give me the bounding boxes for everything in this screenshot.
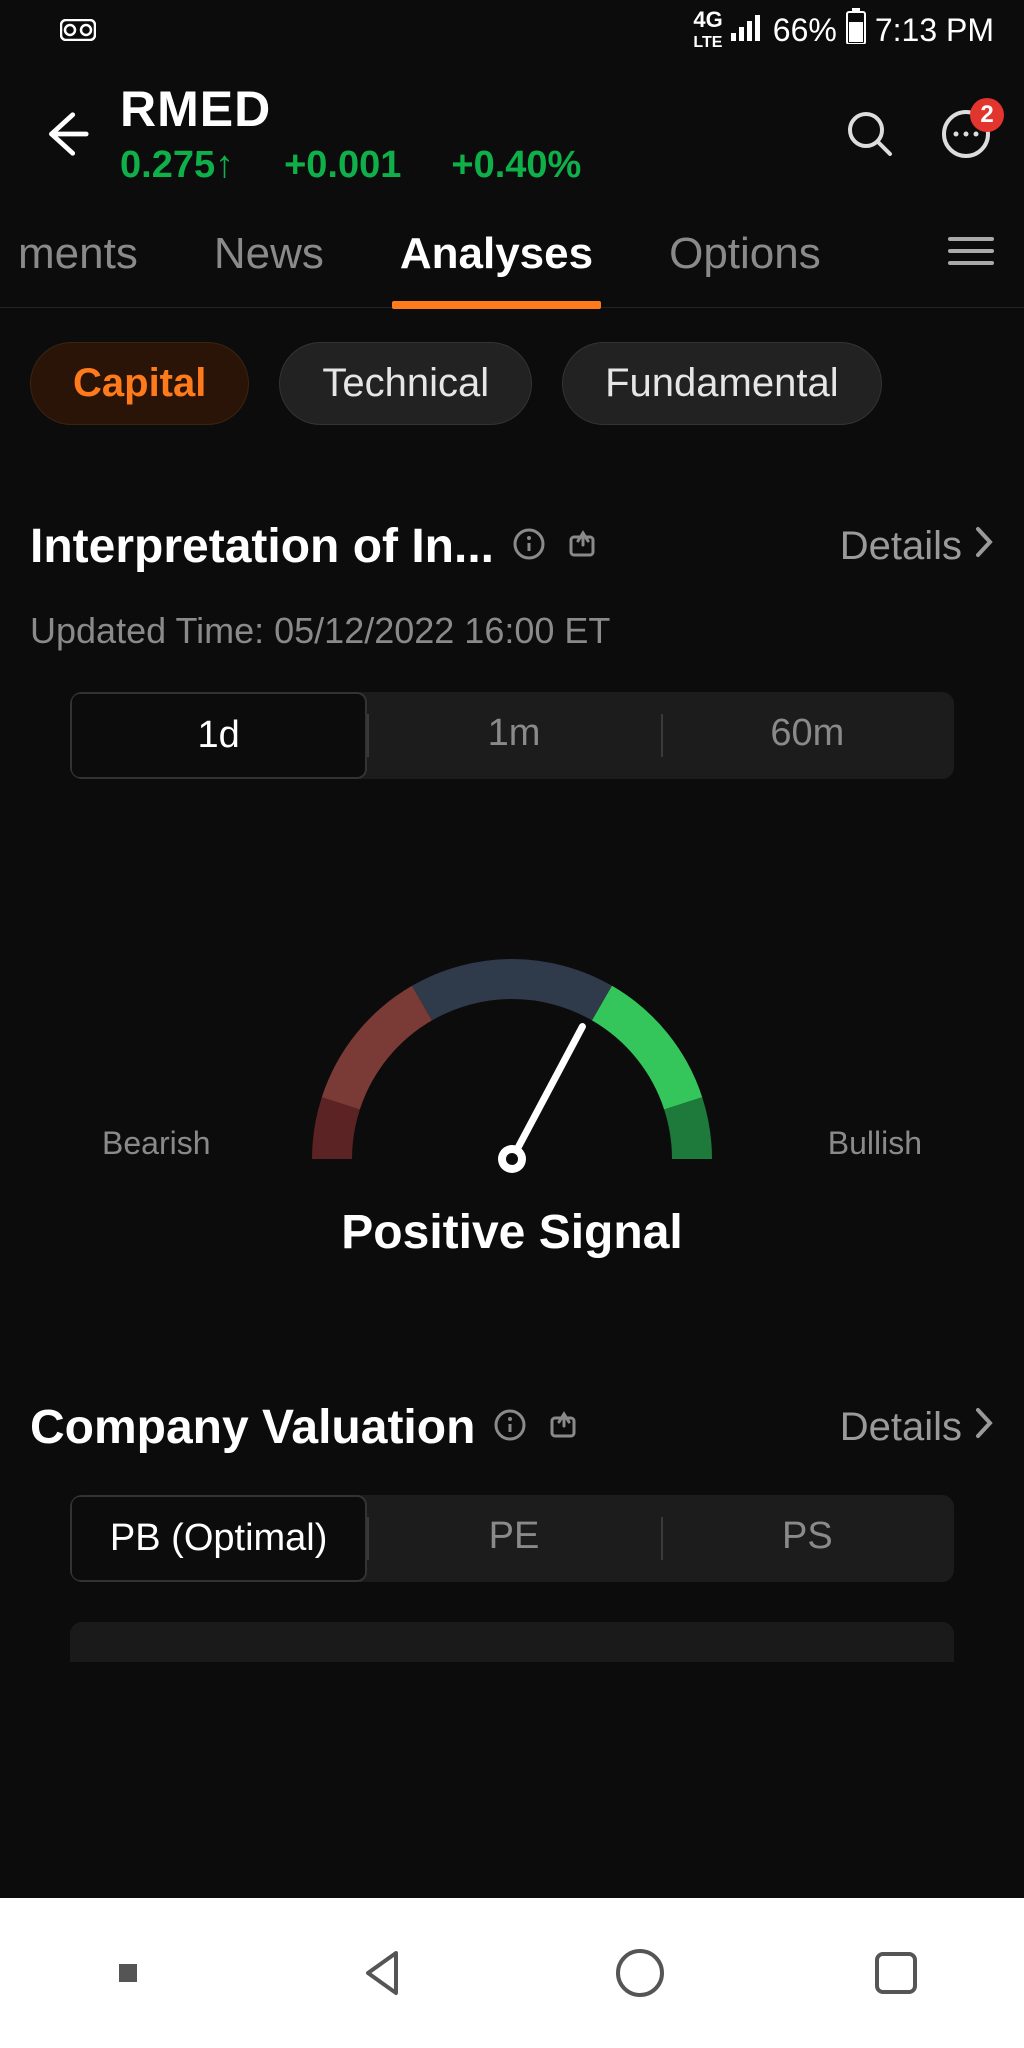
updated-time: Updated Time: 05/12/2022 16:00 ET — [30, 610, 994, 652]
interpretation-head-icons — [512, 527, 600, 566]
seg-ps[interactable]: PS — [661, 1495, 954, 1582]
nav-recent-button[interactable] — [862, 1939, 930, 2007]
notif-badge: 2 — [970, 98, 1004, 132]
ticker-symbol: RMED — [120, 80, 812, 138]
price-value: 0.275↑ — [120, 144, 234, 187]
battery-pct: 66% — [773, 12, 837, 49]
nav-recent-small[interactable] — [94, 1939, 162, 2007]
valuation-segments: PB (Optimal) PE PS — [70, 1495, 954, 1582]
seg-pe[interactable]: PE — [367, 1495, 660, 1582]
main-tabs: ments News Analyses Options — [0, 207, 1024, 308]
more-button[interactable]: 2 — [938, 106, 994, 162]
info-icon[interactable] — [493, 1408, 527, 1447]
valuation-head-icons — [493, 1408, 581, 1447]
interpretation-title: Interpretation of In... — [30, 519, 494, 574]
search-button[interactable] — [842, 106, 898, 162]
back-button[interactable] — [40, 109, 90, 159]
price-change-pct: +0.40% — [451, 144, 581, 187]
nav-home-button[interactable] — [606, 1939, 674, 2007]
android-nav-bar — [0, 1898, 1024, 2048]
signal-icon — [731, 12, 765, 49]
info-icon[interactable] — [512, 527, 546, 566]
timeframe-segments: 1d 1m 60m — [70, 692, 954, 779]
seg-60m[interactable]: 60m — [661, 692, 954, 779]
chevron-right-icon — [974, 524, 994, 569]
status-right: 4GLTE 66% 7:13 PM — [693, 8, 994, 52]
interpretation-details-link[interactable]: Details — [840, 524, 994, 569]
voicemail-icon — [60, 12, 96, 49]
status-bar: 4GLTE 66% 7:13 PM — [0, 0, 1024, 60]
pill-fundamental[interactable]: Fundamental — [562, 342, 881, 425]
battery-icon — [845, 8, 867, 52]
gauge-bearish-label: Bearish — [102, 1125, 211, 1162]
share-icon[interactable] — [547, 1408, 581, 1447]
gauge-bullish-label: Bullish — [828, 1125, 922, 1162]
analysis-pills: Capital Technical Fundamental — [0, 308, 1024, 459]
chevron-right-icon — [974, 1405, 994, 1450]
price-row: 0.275↑ +0.001 +0.40% — [120, 144, 812, 187]
valuation-details-link[interactable]: Details — [840, 1405, 994, 1450]
valuation-title: Company Valuation — [30, 1400, 475, 1455]
header: RMED 0.275↑ +0.001 +0.40% 2 — [0, 60, 1024, 207]
gauge-chart — [252, 899, 772, 1179]
details-label: Details — [840, 524, 962, 569]
seg-1d[interactable]: 1d — [70, 692, 367, 779]
tab-comments[interactable]: ments — [10, 219, 146, 307]
details-label: Details — [840, 1405, 962, 1450]
tab-analyses[interactable]: Analyses — [392, 219, 601, 307]
status-time: 7:13 PM — [875, 12, 994, 49]
share-icon[interactable] — [566, 527, 600, 566]
seg-pb[interactable]: PB (Optimal) — [70, 1495, 367, 1582]
ticker-block: RMED 0.275↑ +0.001 +0.40% — [120, 80, 812, 187]
valuation-head: Company Valuation Details — [30, 1400, 994, 1455]
network-icon: 4GLTE — [693, 10, 722, 50]
tabs-menu-button[interactable] — [948, 235, 994, 292]
tab-options[interactable]: Options — [661, 219, 829, 307]
interpretation-section: Interpretation of In... Details Updated … — [0, 459, 1024, 1290]
status-left — [60, 12, 96, 49]
seg-1m[interactable]: 1m — [367, 692, 660, 779]
valuation-panel — [70, 1622, 954, 1662]
signal-text: Positive Signal — [341, 1205, 682, 1260]
interpretation-head: Interpretation of In... Details — [30, 519, 994, 574]
pill-technical[interactable]: Technical — [279, 342, 532, 425]
gauge: Bearish Bullish Positive Signal — [30, 899, 994, 1260]
arrow-up-icon: ↑ — [215, 144, 234, 186]
tab-news[interactable]: News — [206, 219, 332, 307]
nav-back-button[interactable] — [350, 1939, 418, 2007]
valuation-section: Company Valuation Details PB (Optimal) P… — [0, 1290, 1024, 1682]
pill-capital[interactable]: Capital — [30, 342, 249, 425]
price-change-abs: +0.001 — [284, 144, 401, 187]
